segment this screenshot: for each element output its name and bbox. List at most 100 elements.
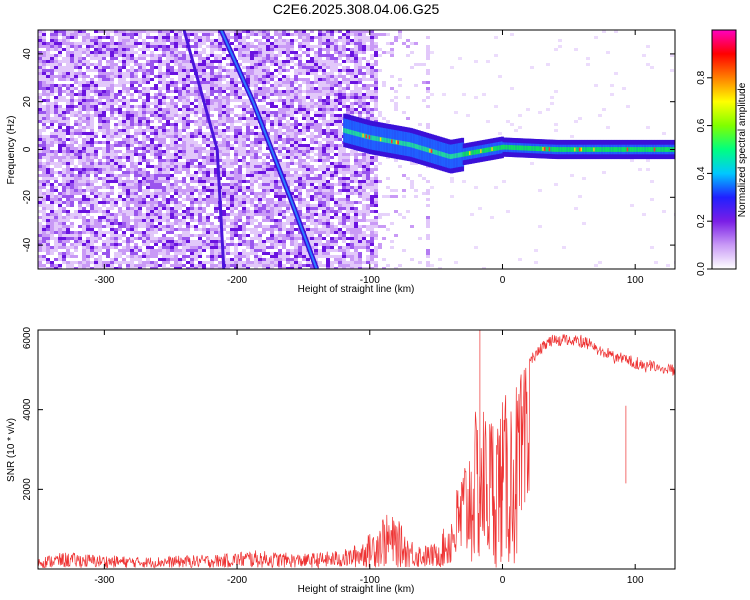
spectrogram-cell — [182, 183, 186, 186]
spectrogram-cell — [42, 258, 46, 261]
spectrogram-cell — [118, 201, 122, 204]
spectrogram-cell — [130, 222, 134, 225]
spectrogram-cell — [138, 243, 142, 246]
spectrogram-cell — [218, 147, 222, 150]
spectrogram-cell — [194, 258, 198, 261]
spectrogram-cell — [166, 195, 170, 198]
spectrogram-cell — [78, 180, 82, 183]
spectrogram-cell — [86, 135, 90, 138]
spectrogram-cell — [102, 207, 106, 210]
spectrogram-cell — [70, 96, 74, 99]
spectrogram-cell — [106, 81, 110, 84]
spectrogram-cell — [42, 222, 46, 225]
spectrogram-cell — [54, 153, 58, 156]
spectrogram-cell — [46, 186, 50, 189]
spectrogram-cell — [270, 87, 274, 90]
spectrogram-cell — [230, 243, 234, 246]
spectrogram-cell — [182, 219, 186, 222]
spectrogram-cell — [234, 39, 238, 42]
spectrogram-cell — [210, 195, 214, 198]
spectrogram-cell — [150, 177, 154, 180]
spectrogram-cell — [70, 165, 74, 168]
spectrogram-cell — [106, 171, 110, 174]
spectrogram-cell — [106, 198, 110, 201]
spectrogram-cell — [78, 252, 82, 255]
spectrogram-cell — [114, 246, 118, 249]
spectrogram-cell — [150, 162, 154, 165]
spectrogram-cell — [62, 111, 66, 114]
spectrogram-cell — [102, 138, 106, 141]
spectrogram-cell — [130, 60, 134, 63]
spectrogram-cell — [202, 90, 206, 93]
spectrogram-cell — [146, 222, 150, 225]
spectrogram-cell — [158, 180, 162, 183]
spectrogram-cell — [254, 252, 258, 255]
spectrogram-cell — [134, 198, 138, 201]
spectrogram-cell — [262, 66, 266, 69]
spectrogram-cell — [274, 228, 278, 231]
spectrogram-cell — [90, 243, 94, 246]
spectrogram-cell — [222, 168, 226, 171]
spectrogram-cell — [86, 81, 90, 84]
spectrogram-cell — [58, 201, 62, 204]
spectrogram-cell — [246, 141, 250, 144]
spectrogram-cell — [186, 96, 190, 99]
spectrogram-cell — [94, 189, 98, 192]
spectrogram-cell — [146, 156, 150, 159]
spectrogram-cell — [130, 105, 134, 108]
spectrogram-cell — [158, 216, 162, 219]
spectrogram-cell — [246, 177, 250, 180]
spectrogram-cell — [150, 168, 154, 171]
spectrogram-cell — [142, 195, 146, 198]
spectrogram-cell — [234, 207, 238, 210]
spectrogram-cell — [154, 129, 158, 132]
spectrogram-cell — [58, 99, 62, 102]
spectrogram-cell — [90, 93, 94, 96]
spectrogram-cell — [158, 33, 162, 36]
spectrogram-cell — [62, 48, 66, 51]
spectrogram-cell — [142, 144, 146, 147]
spectrogram-cell — [186, 69, 190, 72]
spectrogram-cell — [182, 51, 186, 54]
spectrogram-cell — [258, 36, 262, 39]
spectrogram-cell — [74, 165, 78, 168]
spectrogram-cell — [166, 138, 170, 141]
spectrogram-cell — [162, 90, 166, 93]
spectrogram-cell — [66, 72, 70, 75]
spectrogram-cell — [218, 39, 222, 42]
spectrogram-cell — [238, 174, 242, 177]
spectrogram-cell — [182, 159, 186, 162]
spectrogram-cell — [82, 264, 86, 267]
spectrogram-cell — [230, 150, 234, 153]
spectrogram-cell — [126, 120, 130, 123]
spectrogram-cell — [182, 228, 186, 231]
spectrogram-cell — [242, 264, 246, 267]
spectrogram-cell — [146, 84, 150, 87]
spectrogram-cell — [78, 129, 82, 132]
spectrogram-cell — [38, 129, 42, 132]
spectrogram-cell — [210, 51, 214, 54]
spectrogram-cell — [162, 201, 166, 204]
spectrogram-cell — [278, 33, 282, 36]
spectrogram-cell — [186, 129, 190, 132]
spectrogram-cell — [202, 258, 206, 261]
spectrogram-cell — [138, 129, 142, 132]
spectrogram-cell — [62, 243, 66, 246]
spectrogram-cell — [194, 234, 198, 237]
spectrogram-cell — [130, 147, 134, 150]
spectrogram-cell — [50, 111, 54, 114]
spectrogram-cell — [278, 126, 282, 129]
spectrogram-cell — [58, 180, 62, 183]
spectrogram-cell — [286, 123, 290, 126]
spectrogram-cell — [258, 255, 262, 258]
spectrogram-cell — [114, 255, 118, 258]
spectrogram-cell — [126, 126, 130, 129]
spectrogram-cell — [78, 60, 82, 63]
spectrogram-cell — [174, 228, 178, 231]
spectrogram-cell — [178, 75, 182, 78]
spectrogram-cell — [94, 261, 98, 264]
spectrogram-cell — [114, 252, 118, 255]
spectrogram-cell — [226, 258, 230, 261]
spectrogram-cell — [110, 30, 114, 33]
spectrogram-cell — [202, 93, 206, 96]
